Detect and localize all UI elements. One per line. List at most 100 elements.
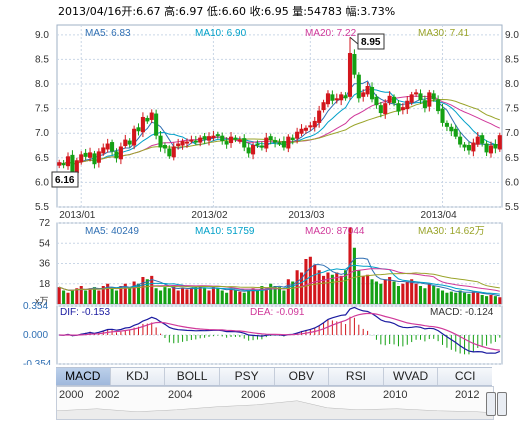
volume-unit-label: x万 bbox=[35, 296, 49, 306]
tab-cci[interactable]: CCI bbox=[438, 368, 492, 385]
price-tick-left: 8.5 bbox=[35, 54, 49, 65]
price-legend-ma20: MA20: 7.22 bbox=[305, 28, 357, 39]
tab-obv[interactable]: OBV bbox=[274, 368, 330, 385]
timeline-left-handle[interactable] bbox=[486, 392, 496, 416]
candle-body bbox=[140, 116, 145, 133]
volume-label: 量: bbox=[292, 5, 307, 18]
volume-bar bbox=[84, 290, 88, 304]
volume-bar bbox=[189, 288, 193, 304]
macd-tick-label: -0.354 bbox=[23, 359, 52, 365]
tab-macd[interactable]: MACD bbox=[56, 368, 111, 385]
volume-bar bbox=[322, 275, 326, 304]
candle-body bbox=[343, 95, 348, 99]
volume-bar bbox=[198, 286, 202, 304]
volume-bar bbox=[110, 288, 114, 304]
candle-body bbox=[74, 160, 79, 174]
volume-bar bbox=[467, 293, 471, 304]
candle-body bbox=[83, 152, 88, 157]
candle-body bbox=[414, 92, 419, 95]
volume-bar bbox=[57, 287, 61, 304]
price-tick-right: 6.5 bbox=[505, 153, 519, 164]
candle-body bbox=[255, 143, 260, 146]
volume-bar bbox=[242, 292, 246, 304]
volume-bar bbox=[264, 288, 268, 304]
volume-bar bbox=[374, 281, 378, 304]
volume-bar bbox=[145, 279, 149, 304]
candle-body bbox=[176, 143, 181, 147]
volume-bar bbox=[167, 288, 171, 304]
candle-body bbox=[365, 85, 370, 95]
quote-date: 2013/04/16 bbox=[58, 5, 122, 18]
tab-rsi[interactable]: RSI bbox=[329, 368, 384, 385]
low-annotation-label: 6.16 bbox=[55, 175, 75, 186]
volume-bar bbox=[216, 288, 220, 304]
candle-body bbox=[374, 96, 379, 106]
timeline-right-handle[interactable] bbox=[497, 392, 507, 416]
volume-bar bbox=[70, 290, 74, 304]
volume-bar bbox=[286, 279, 290, 304]
volume-bar bbox=[480, 295, 484, 304]
candle-body bbox=[242, 138, 247, 148]
macd-tick-label: 0.354 bbox=[23, 301, 48, 312]
timeline-navigator[interactable]: 2000 2002 2004 2006 2008 2010 2012 bbox=[56, 386, 494, 420]
macd-dea-line bbox=[59, 312, 500, 351]
candle-body bbox=[127, 140, 132, 145]
price-legend-ma10: MA10: 6.90 bbox=[195, 28, 247, 39]
volume-bar bbox=[203, 288, 207, 304]
candle-body bbox=[497, 135, 502, 150]
price-tick-left: 7.0 bbox=[35, 128, 49, 139]
volume-bar bbox=[207, 290, 211, 304]
volume-bar bbox=[150, 275, 154, 304]
macd-tick-label: 0.000 bbox=[23, 330, 48, 341]
candle-body bbox=[88, 152, 93, 158]
volume-bar bbox=[427, 283, 431, 304]
candle-body bbox=[321, 102, 326, 111]
timeline-year-2000: 2000 bbox=[59, 389, 84, 401]
candle-body bbox=[101, 147, 106, 154]
tab-kdj[interactable]: KDJ bbox=[110, 368, 166, 385]
timeline-year-2012: 2012 bbox=[455, 389, 480, 401]
candle-body bbox=[268, 136, 273, 141]
candle-body bbox=[431, 93, 436, 100]
candle-body bbox=[136, 127, 141, 132]
volume-bar bbox=[66, 292, 70, 304]
volume-bar bbox=[388, 277, 392, 304]
volume-bar bbox=[141, 277, 145, 304]
high-label: 高: bbox=[164, 5, 179, 18]
volume-bar bbox=[498, 297, 502, 304]
candle-body bbox=[400, 107, 405, 111]
candle-body bbox=[259, 145, 264, 148]
low-annotation-box bbox=[51, 171, 79, 188]
timeline-year-2004: 2004 bbox=[168, 389, 193, 401]
candle-body bbox=[96, 151, 101, 163]
candle-body bbox=[383, 103, 388, 115]
volume-bar bbox=[485, 296, 489, 304]
price-tick-right: 7.5 bbox=[505, 104, 519, 115]
candle-body bbox=[70, 154, 75, 173]
candle-body bbox=[118, 146, 123, 160]
volume-bar bbox=[357, 270, 361, 304]
volume-value: 54783 bbox=[307, 5, 342, 18]
candle-body bbox=[224, 141, 229, 145]
candle-body bbox=[286, 136, 291, 149]
candle-body bbox=[158, 135, 163, 148]
volume-bar bbox=[471, 291, 475, 304]
volume-bar bbox=[79, 286, 83, 304]
volume-bar bbox=[379, 283, 383, 304]
volume-bar bbox=[92, 287, 96, 304]
candle-body bbox=[436, 99, 441, 112]
tab-psy[interactable]: PSY bbox=[219, 368, 275, 385]
volume-bar bbox=[282, 290, 286, 304]
volume-bar bbox=[194, 287, 198, 304]
price-tick-right: 7.0 bbox=[505, 128, 519, 139]
date-tick-label: 2013/01 bbox=[59, 210, 96, 221]
tab-boll[interactable]: BOLL bbox=[165, 368, 220, 385]
candle-body bbox=[206, 136, 212, 141]
candle-body bbox=[228, 136, 234, 144]
volume-bar bbox=[220, 290, 224, 304]
tab-wvad[interactable]: WVAD bbox=[383, 368, 439, 385]
volume-bar bbox=[211, 287, 215, 304]
candle-body bbox=[290, 137, 295, 141]
timeline-year-2006: 2006 bbox=[241, 389, 266, 401]
candle-body bbox=[171, 146, 176, 158]
